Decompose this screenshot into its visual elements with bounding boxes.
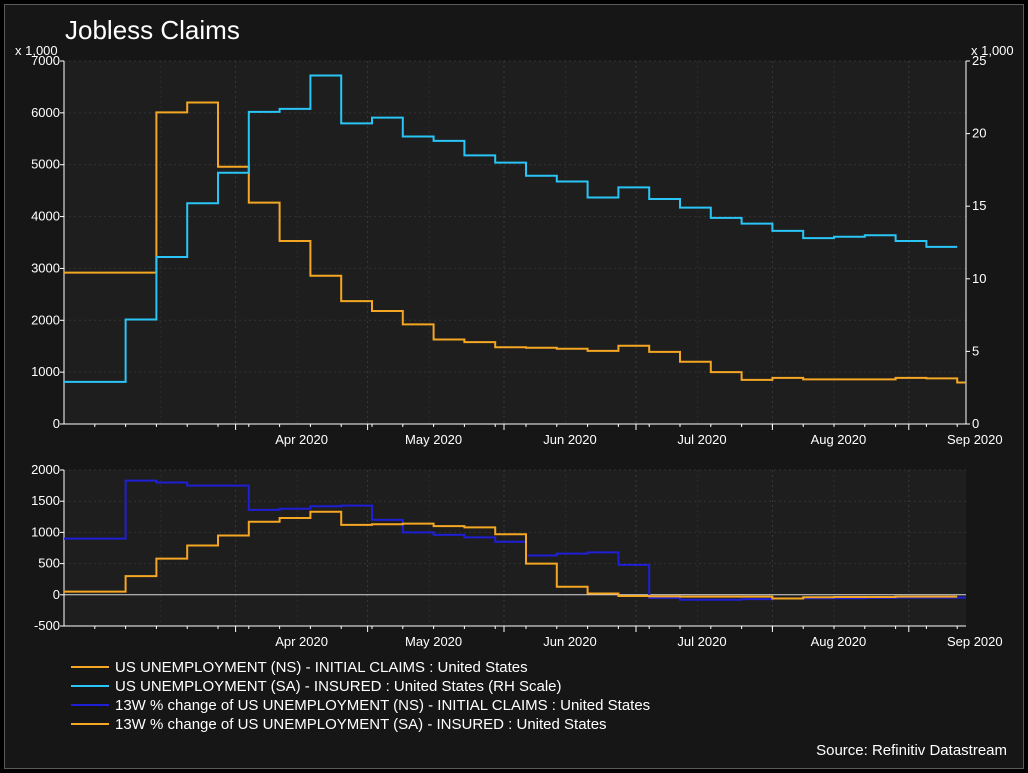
left-axis-unit: x 1,000 [15, 43, 58, 58]
bottom-tick-label: 1000 [31, 524, 60, 539]
left-tick-label: 1000 [31, 364, 60, 379]
x-tick-label: Jun 2020 [543, 432, 597, 447]
chart-panel: Jobless Claims x 1,000 x 1,000 0 1000 2000… [4, 4, 1024, 769]
left-tick-label: 3000 [31, 260, 60, 275]
legend-label-13w-insured: 13W % change of US UNEMPLOYMENT (SA) - I… [115, 716, 607, 733]
bottom-tick-label: 500 [38, 556, 60, 571]
bottom-axis-ticks: -500 0 500 1000 1500 2000 Apr 2020 May 2020 Jun … [31, 462, 1003, 649]
x-tick-label: Aug 2020 [811, 634, 867, 649]
series-initial-claims-line [64, 101, 966, 384]
legend-label-insured: US UNEMPLOYMENT (SA) - INSURED : United … [115, 678, 561, 695]
x-tick-label: Jul 2020 [677, 634, 726, 649]
bottom-tick-label: -500 [34, 618, 60, 633]
bottom-tick-label: 2000 [31, 462, 60, 477]
x-tick-label: Sep 2020 [947, 634, 1003, 649]
x-tick-label: Aug 2020 [811, 432, 867, 447]
series-13w-insured-line [64, 510, 958, 600]
left-tick-label: 5000 [31, 157, 60, 172]
chart-title: Jobless Claims [65, 15, 240, 45]
left-tick-label: 0 [53, 416, 60, 431]
legend-label-13w-initial-claims: 13W % change of US UNEMPLOYMENT (NS) - I… [115, 697, 650, 714]
left-tick-label: 2000 [31, 312, 60, 327]
right-tick-label: 10 [972, 271, 986, 286]
top-series-group [64, 74, 966, 384]
x-tick-label: Apr 2020 [275, 432, 328, 447]
top-plot-area [64, 61, 966, 424]
bottom-tick-label: 0 [53, 587, 60, 602]
right-tick-label: 5 [972, 343, 979, 358]
left-tick-label: 4000 [31, 209, 60, 224]
right-tick-label: 15 [972, 198, 986, 213]
x-tick-label: May 2020 [405, 634, 462, 649]
x-tick-label: Sep 2020 [947, 432, 1003, 447]
bottom-series-group [64, 479, 966, 601]
x-tick-label: May 2020 [405, 432, 462, 447]
top-grid [64, 60, 966, 425]
right-axis-unit: x 1,000 [971, 43, 1014, 58]
left-tick-label: 6000 [31, 105, 60, 120]
legend-label-initial-claims: US UNEMPLOYMENT (NS) - INITIAL CLAIMS : … [115, 659, 528, 676]
bottom-tick-label: 1500 [31, 493, 60, 508]
right-tick-label: 20 [972, 126, 986, 141]
top-axis-ticks: 0 1000 2000 3000 4000 5000 6000 7000 0 5 10 15 20 25 A… [31, 53, 1003, 447]
x-tick-label: Apr 2020 [275, 634, 328, 649]
left-tick-label: 7000 [31, 53, 60, 68]
right-tick-label: 25 [972, 53, 986, 68]
x-tick-label: Jun 2020 [543, 634, 597, 649]
x-tick-label: Jul 2020 [677, 432, 726, 447]
source-note: Source: Refinitiv Datastream [816, 742, 1007, 759]
bottom-plot-area [64, 470, 966, 626]
jobless-claims-chart: Jobless Claims x 1,000 x 1,000 010002000… [15, 15, 1014, 759]
legend: US UNEMPLOYMENT (NS) - INITIAL CLAIMS : … [71, 659, 650, 733]
series-insured-line [64, 74, 958, 383]
right-tick-label: 0 [972, 416, 979, 431]
